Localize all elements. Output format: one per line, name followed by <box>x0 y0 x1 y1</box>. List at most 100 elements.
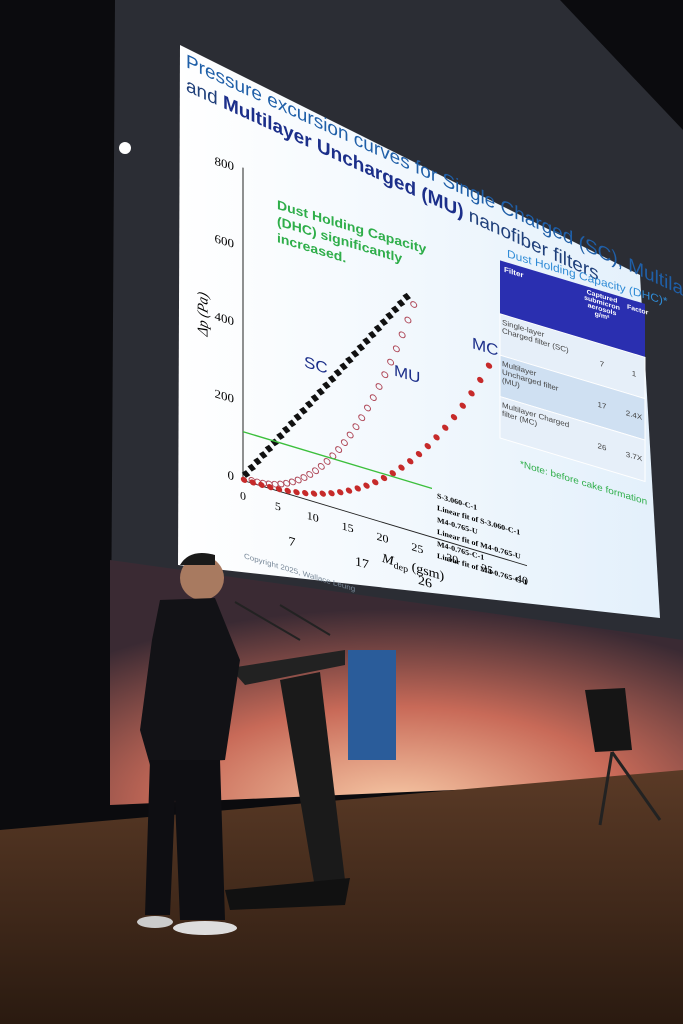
sc-marker <box>362 337 371 346</box>
sc-marker <box>281 425 291 434</box>
mc-marker <box>407 458 414 465</box>
mu-marker <box>288 478 296 486</box>
mc-marker <box>337 489 344 496</box>
sc-marker <box>373 324 383 333</box>
sc-marker <box>350 349 360 358</box>
mu-marker <box>312 467 320 475</box>
table-cell: 1 <box>632 369 636 379</box>
speaker-jacket <box>140 598 240 765</box>
sc-marker <box>368 330 377 339</box>
mc-marker <box>468 390 475 397</box>
mu-marker <box>340 439 348 446</box>
mc-marker <box>310 490 318 497</box>
sc-marker <box>333 368 343 377</box>
mu-marker <box>306 471 314 478</box>
mu-marker <box>317 463 325 470</box>
y-tick-label: 600 <box>215 232 234 251</box>
y-tick-label: 200 <box>215 387 234 406</box>
sc-marker <box>293 413 302 421</box>
mu-marker <box>352 423 360 431</box>
marker-label: 17 <box>355 554 369 572</box>
speaker-shoe <box>173 921 237 935</box>
chair-leg <box>598 751 614 826</box>
sc-marker <box>385 311 394 320</box>
mc-marker <box>459 402 466 409</box>
mu-marker <box>294 476 302 484</box>
mu-marker <box>404 316 412 324</box>
mu-marker <box>392 345 400 353</box>
mc-marker <box>284 487 291 494</box>
chair-leg <box>610 751 662 821</box>
mc-marker <box>372 479 379 486</box>
mu-marker <box>335 446 343 453</box>
marker-label: 26 <box>418 573 432 591</box>
sc-marker <box>287 419 297 428</box>
curve-label: SC <box>304 353 328 378</box>
mc-marker <box>302 490 309 497</box>
mc-marker <box>485 362 493 369</box>
podium-top <box>230 650 345 685</box>
sc-marker <box>310 394 320 402</box>
sc-marker <box>339 362 348 371</box>
mc-marker <box>433 434 440 441</box>
sc-marker <box>390 305 400 314</box>
mc-marker <box>275 486 283 493</box>
mc-marker <box>398 464 405 471</box>
speaker-hair <box>180 552 215 565</box>
mc-marker <box>363 482 370 489</box>
mc-marker <box>240 476 248 483</box>
sc-marker <box>316 387 325 396</box>
mu-marker <box>387 358 395 366</box>
speaker-trousers <box>145 760 225 920</box>
mc-marker <box>267 484 274 491</box>
sc-marker <box>345 356 354 364</box>
sc-marker <box>379 318 389 327</box>
sc-marker <box>264 444 274 453</box>
mc-marker <box>380 474 388 482</box>
y-tick-label: 800 <box>215 154 234 173</box>
mc-marker <box>258 481 265 488</box>
mc-marker <box>293 489 300 496</box>
podium-banner <box>348 650 396 760</box>
table-header <box>500 260 645 358</box>
speaker-head <box>180 556 224 600</box>
dhc-line <box>243 431 432 490</box>
mc-marker <box>389 470 396 477</box>
sc-marker <box>253 457 262 466</box>
sc-marker <box>356 343 366 352</box>
mu-marker <box>375 383 383 390</box>
sc-marker <box>258 451 268 459</box>
mu-marker <box>358 414 366 422</box>
podium-stand <box>280 672 345 888</box>
mu-marker <box>381 371 389 379</box>
x-tick-label: 40 <box>516 571 528 588</box>
marker-label: 7 <box>288 534 295 550</box>
spotlight <box>119 142 131 154</box>
x-tick-label: 30 <box>446 550 458 567</box>
x-tick-label: 15 <box>342 519 354 536</box>
mu-marker <box>323 458 331 465</box>
mc-marker <box>442 424 449 431</box>
x-tick-label: 5 <box>275 499 281 514</box>
table-cell: 17 <box>598 400 607 411</box>
mu-marker <box>300 474 308 481</box>
mc-marker <box>249 479 256 486</box>
chair <box>585 688 632 752</box>
sc-marker <box>322 381 331 390</box>
sc-marker <box>402 292 411 301</box>
x-tick-label: 10 <box>307 508 319 525</box>
sc-marker <box>247 463 256 472</box>
x-tick-label: 25 <box>411 540 423 557</box>
mu-marker <box>410 301 418 308</box>
sc-marker <box>299 406 308 415</box>
sc-marker <box>304 400 314 409</box>
mu-marker <box>283 479 291 487</box>
podium-base <box>225 878 350 910</box>
microphone <box>234 601 301 641</box>
microphone <box>279 604 331 636</box>
mu-marker <box>277 480 285 488</box>
sc-marker <box>327 375 337 383</box>
slide <box>178 45 660 618</box>
